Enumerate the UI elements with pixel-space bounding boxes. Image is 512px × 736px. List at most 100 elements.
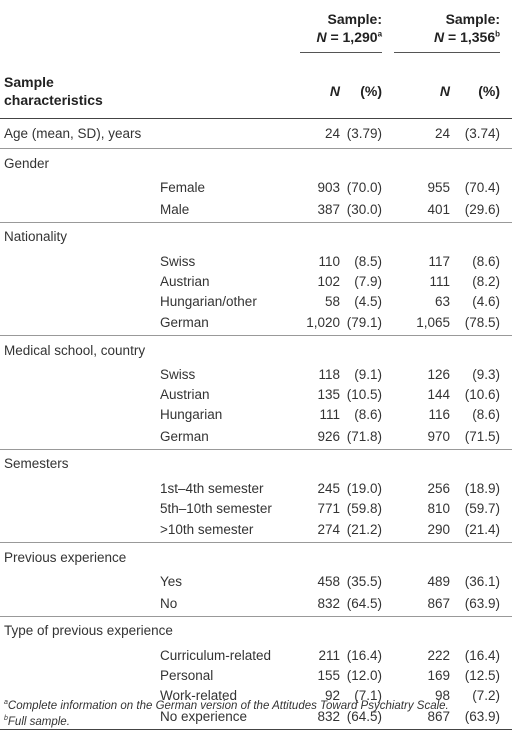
table-row: Female 903 (70.0) 955 (70.4)	[0, 178, 512, 198]
group2-footnote-mark: b	[495, 29, 501, 39]
n-sample-2: 955	[427, 180, 451, 195]
pct-sample-1: (7.9)	[354, 273, 383, 289]
indent-cell	[0, 705, 160, 730]
n-sample-2: 401	[427, 201, 451, 217]
category-label: >10th semester	[160, 522, 254, 538]
pct-sample-1: (70.0)	[346, 180, 383, 195]
pct-sample-2: (29.6)	[464, 201, 501, 217]
col-pct-2: (%)	[450, 64, 512, 119]
pct-sample-2: (8.2)	[472, 273, 501, 289]
indent-cell	[0, 178, 160, 198]
n-sample-2: 63	[434, 293, 451, 309]
category-label: Curriculum-related	[160, 647, 272, 663]
n-sample-2: 111	[429, 273, 451, 289]
table-row: No 832 (64.5) 867 (63.9)	[0, 592, 512, 616]
n-sample-1: 903	[317, 180, 340, 195]
pct-sample-1: (16.4)	[346, 647, 383, 663]
n-sample-2: 116	[428, 407, 451, 422]
header-row-columns: Sample characteristics N (%) N (%)	[0, 64, 512, 119]
pct-sample-1: (21.2)	[346, 522, 383, 538]
pct-sample-2: (10.6)	[464, 387, 501, 402]
header-row-groups: Sample: N = 1,290a Sample: N = 1,356b	[0, 0, 512, 64]
col-n-2: N	[394, 64, 451, 119]
group2-value: = 1,356	[444, 29, 496, 45]
section-header-row: Medical school, country	[0, 335, 512, 365]
n-sample-2: 867	[427, 595, 451, 611]
table-row: Austrian 135 (10.5) 144 (10.6)	[0, 385, 512, 405]
indent-cell	[0, 592, 160, 616]
indent-cell	[0, 385, 160, 405]
pct-sample-1: (64.5)	[346, 595, 383, 611]
category-label: Austrian	[160, 387, 210, 402]
section-label: Previous experience	[0, 542, 512, 572]
section-header-row: Gender	[0, 148, 512, 178]
n-sample-1: 458	[317, 574, 340, 589]
category-label: Personal	[160, 667, 214, 683]
pct-sample-2: (59.7)	[464, 500, 501, 516]
footnote-b: bFull sample.	[4, 714, 449, 730]
indent-cell	[0, 425, 160, 449]
category-label: Swiss	[160, 367, 196, 382]
indent-cell	[0, 666, 160, 686]
n-sample-1: 211	[318, 647, 340, 663]
n-sample-2: 867	[394, 705, 451, 730]
pct-sample-1: (59.8)	[346, 500, 383, 516]
category-label: Hungarian	[160, 407, 223, 422]
pct-sample-2: (36.1)	[464, 574, 501, 589]
section-header-row: Nationality	[0, 221, 512, 252]
section-label: Semesters	[0, 448, 512, 479]
table-row: Personal 155 (12.0) 169 (12.5)	[0, 666, 512, 686]
indent-cell	[0, 572, 160, 592]
indent-cell	[0, 646, 160, 666]
group2-title: Sample:	[445, 11, 501, 27]
category-label: 5th–10th semester	[160, 500, 272, 516]
table-row: Male 387 (30.0) 401 (29.6)	[0, 198, 512, 222]
section-header-row: Previous experience	[0, 542, 512, 572]
n-sample-1: 274	[317, 522, 340, 538]
table-row: German 926 (71.8) 970 (71.5)	[0, 425, 512, 449]
table-row: German 1,020 (79.1) 1,065 (78.5)	[0, 312, 512, 336]
footnote-a-mark: a	[4, 699, 8, 707]
table-row: Austrian 102 (7.9) 111 (8.2)	[0, 272, 512, 292]
category-label: No	[160, 595, 178, 611]
n-sample-2: 1,065	[416, 315, 451, 331]
pct-sample-1: (19.0)	[346, 480, 383, 496]
indent-cell	[0, 479, 160, 499]
n-sample-1: 102	[317, 273, 340, 289]
footnote-b-text: Full sample.	[7, 716, 70, 728]
category-label: Yes	[160, 574, 183, 589]
row-label-line2: characteristics	[4, 92, 103, 108]
n-sample-1: 92	[324, 687, 340, 703]
n-sample-2: 970	[427, 428, 451, 444]
group1-title: Sample:	[327, 11, 383, 27]
category-label: 1st–4th semester	[160, 480, 264, 496]
age-p2: (3.74)	[464, 125, 501, 141]
pct-sample-2: (63.9)	[464, 595, 501, 611]
table-row: No experience 832 (64.5) 867 (63.9)	[0, 705, 512, 730]
section-label: Medical school, country	[0, 335, 512, 365]
pct-sample-2: (8.6)	[472, 407, 501, 422]
n-sample-1: 135	[317, 387, 340, 402]
category-label: German	[160, 428, 209, 444]
footnote-a-text: Complete information on the German versi…	[7, 700, 449, 712]
n-sample-1: 832	[317, 595, 340, 611]
category-label: Swiss	[160, 253, 196, 269]
indent-cell	[0, 272, 160, 292]
n-sample-2: 98	[434, 687, 451, 703]
group1-value: = 1,290	[326, 29, 378, 45]
indent-cell	[0, 519, 160, 543]
pct-sample-1: (10.5)	[346, 387, 383, 402]
section-header-row: Semesters	[0, 448, 512, 479]
pct-sample-2: (4.6)	[472, 293, 501, 309]
table-row: Yes 458 (35.5) 489 (36.1)	[0, 572, 512, 592]
pct-sample-1: (35.5)	[346, 574, 383, 589]
pct-sample-2: (7.2)	[472, 687, 501, 703]
footnote-a: aComplete information on the German vers…	[4, 698, 449, 714]
n-sample-2: 144	[427, 387, 451, 402]
age-n1: 24	[324, 125, 340, 141]
table-row: Curriculum-related 211 (16.4) 222 (16.4)	[0, 646, 512, 666]
category-label: Male	[160, 201, 190, 217]
n-sample-2: 126	[427, 367, 451, 382]
n-sample-2: 169	[427, 667, 451, 683]
age-row: Age (mean, SD), years 24 (3.79) 24 (3.74…	[0, 119, 512, 149]
